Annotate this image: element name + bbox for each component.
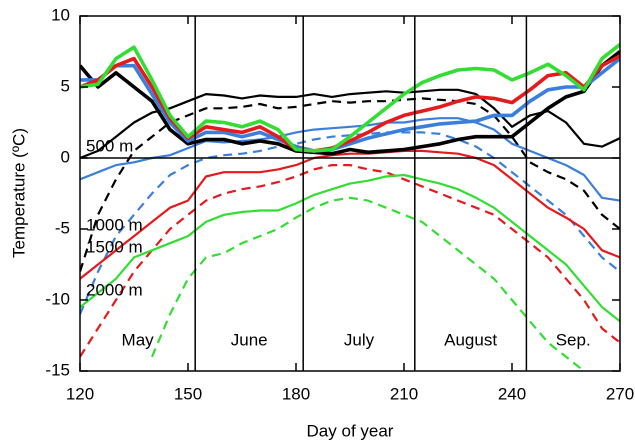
x-tick-label: 270	[606, 384, 634, 403]
y-tick-label: 10	[51, 5, 70, 24]
y-tick-label: 0	[61, 147, 70, 166]
month-label: August	[444, 330, 497, 349]
x-tick-label: 180	[282, 384, 310, 403]
series-line	[80, 57, 620, 153]
month-label: July	[344, 330, 375, 349]
altitude-label: 2000 m	[86, 280, 143, 299]
month-label: Sep.	[556, 330, 591, 349]
series-line	[80, 117, 620, 202]
y-tick-label: 5	[61, 76, 70, 95]
x-tick-label: 240	[498, 384, 526, 403]
y-tick-label: -10	[45, 289, 70, 308]
series-line	[80, 97, 620, 272]
series-line	[80, 131, 620, 315]
series-line	[150, 196, 585, 371]
x-tick-label: 150	[174, 384, 202, 403]
month-label: May	[122, 330, 155, 349]
x-axis-title: Day of year	[307, 421, 394, 440]
series-line	[80, 54, 620, 153]
y-tick-label: -15	[45, 360, 70, 379]
series-line	[80, 173, 620, 323]
y-tick-label: -5	[55, 218, 70, 237]
x-tick-label: 210	[390, 384, 418, 403]
series-line	[80, 42, 620, 153]
altitude-label: 500 m	[86, 136, 133, 155]
series-line	[80, 50, 620, 156]
altitude-label: 1500 m	[86, 237, 143, 256]
month-label: June	[231, 330, 268, 349]
x-tick-label: 120	[66, 384, 94, 403]
series-line	[80, 164, 620, 358]
altitude-label: 1000 m	[86, 215, 143, 234]
plot-area	[80, 42, 620, 371]
plot-frame	[79, 15, 621, 372]
series-line	[80, 88, 620, 160]
y-axis-title: Temperature (ºC)	[9, 128, 28, 258]
series-line	[80, 149, 620, 280]
